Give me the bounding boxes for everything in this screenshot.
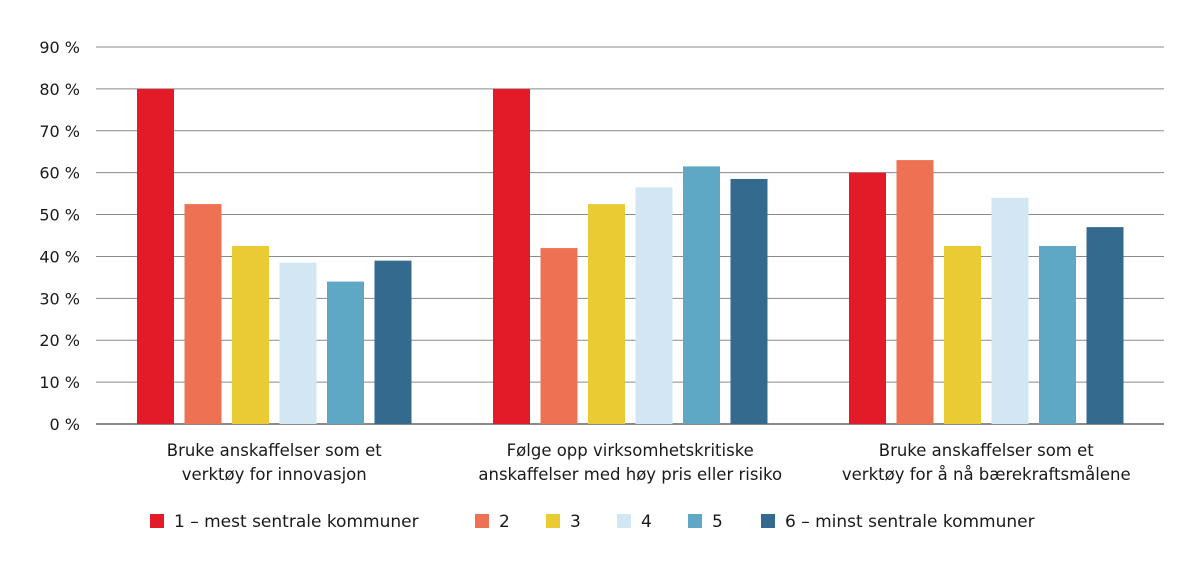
legend-label: 4 [641,512,652,532]
legend-item: 5 [688,512,723,532]
bar [279,262,317,424]
y-tick-label: 40 % [39,247,80,266]
y-tick-label: 30 % [39,289,80,308]
legend-item: 1 – mest sentrale kommuner [150,512,419,532]
legend: 1 – mest sentrale kommuner 2 3 4 5 6 – minst … [150,512,1035,532]
bar [232,245,269,424]
category-label: anskaffelser med høy pris eller risiko [478,465,782,484]
bar [327,281,364,424]
legend-label: 2 [499,512,510,532]
category-label: Bruke anskaffelser som et [167,441,383,460]
x-axis-category-labels: Bruke anskaffelser som et verktøy for inn… [167,441,1131,484]
legend-label: 6 – minst sentrale kommuner [785,512,1035,532]
legend-item: 6 – minst sentrale kommuner [761,512,1035,532]
bar-group [849,160,1124,424]
legend-item: 4 [617,512,652,532]
bars [137,88,1124,424]
bar [540,248,578,424]
legend-swatch [617,514,631,528]
bar [184,204,222,424]
legend-item: 3 [546,512,581,532]
bar [1086,227,1124,424]
bar [944,245,981,424]
y-tick-label: 80 % [39,80,80,99]
bar [137,88,174,424]
y-tick-label: 0 % [50,415,80,434]
bar [896,160,934,424]
y-tick-label: 90 % [39,38,80,57]
gridlines [96,46,1164,425]
legend-swatch [546,514,560,528]
bar-group [137,88,412,424]
bar [991,197,1029,424]
legend-item: 2 [475,512,510,532]
bar [374,260,412,424]
y-tick-label: 10 % [39,373,80,392]
y-tick-label: 20 % [39,331,80,350]
bar [730,178,768,424]
category-label: Bruke anskaffelser som et [879,441,1095,460]
y-axis-tick-labels: 0 % 10 % 20 % 30 % 40 % 50 % 60 % 70 % 80 % 90 % [39,38,80,434]
bar [493,88,530,424]
legend-swatch [150,514,164,528]
legend-label: 1 – mest sentrale kommuner [174,512,419,532]
bar [588,204,625,424]
category-label: verktøy for å nå bærekraftsmålene [842,465,1131,484]
bar [635,187,673,424]
legend-swatch [761,514,775,528]
legend-swatch [475,514,489,528]
category-label: verktøy for innovasjon [182,465,367,484]
bar-group [493,88,768,424]
legend-swatch [688,514,702,528]
legend-label: 5 [712,512,723,532]
legend-label: 3 [570,512,581,532]
y-tick-label: 70 % [39,122,80,141]
y-tick-label: 50 % [39,206,80,225]
bar [849,172,886,424]
category-label: Følge opp virksomhetskritiske [507,441,754,460]
bar [1039,245,1076,424]
y-tick-label: 60 % [39,164,80,183]
bar [683,166,720,424]
